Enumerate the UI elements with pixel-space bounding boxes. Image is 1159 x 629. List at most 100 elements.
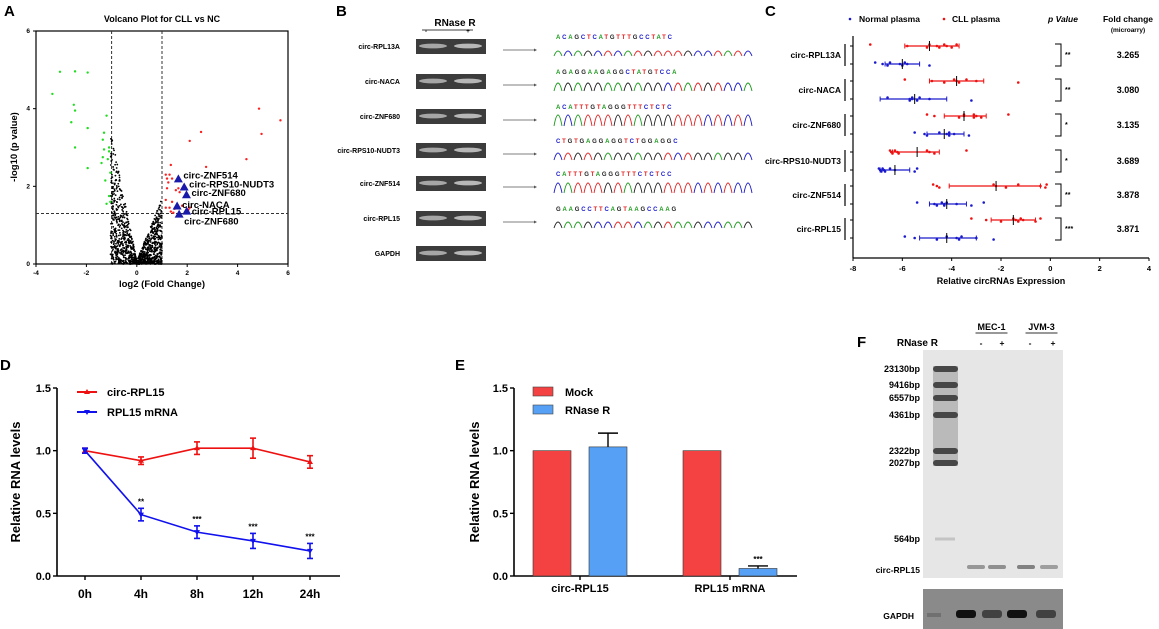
- volcano-point-ns: [126, 217, 128, 220]
- volcano-point-ns: [133, 253, 136, 256]
- volcano-point-ns: [148, 261, 151, 264]
- gel-lane-strip: [416, 176, 486, 191]
- gel-f-marker-label: 9416bp: [889, 380, 921, 390]
- volcano-point-ns: [113, 188, 116, 191]
- volcano-point-ns: [157, 208, 160, 210]
- dotplot-cll-point: [868, 43, 872, 46]
- volcano-point-ns: [130, 238, 133, 241]
- chromatogram-peak: [723, 221, 733, 229]
- volcano-point-ns: [122, 212, 125, 215]
- volcano-point-ns: [142, 250, 144, 253]
- volcano-point-ns: [150, 254, 152, 257]
- volcano-point-ns: [131, 256, 134, 259]
- volcano-point-ns: [120, 189, 122, 192]
- volcano-point-ns: [150, 225, 153, 228]
- volcano-point-ns: [155, 216, 158, 219]
- volcano-point-up: [188, 206, 191, 209]
- volcano-point-ns: [147, 234, 149, 236]
- volcano-point-ns: [150, 238, 152, 241]
- volcano-ytick-label: 2: [26, 183, 30, 190]
- volcano-point-ns: [158, 252, 160, 255]
- volcano-point-ns: [159, 225, 162, 228]
- gel-f-lane-mark: -: [980, 338, 983, 348]
- gel-band-plus: [454, 215, 482, 221]
- volcano-point-ns: [112, 225, 115, 228]
- chromatogram-peak: [583, 50, 593, 57]
- volcano-point-up: [178, 190, 181, 194]
- volcano-ytick-label: 0: [26, 261, 30, 268]
- chromatogram-peak: [743, 221, 753, 229]
- volcano-point-ns: [124, 225, 127, 228]
- volcano-point-ns: [110, 160, 113, 162]
- volcano-point-ns: [156, 262, 158, 265]
- volcano-point-down: [101, 156, 104, 159]
- sequence-arrowhead: [534, 185, 537, 189]
- series-marker: [138, 512, 144, 518]
- volcano-point-ns: [157, 238, 160, 241]
- volcano-point-ns: [153, 230, 156, 233]
- volcano-point-ns: [156, 253, 159, 256]
- bar-ytick-label: 0.0: [493, 571, 508, 583]
- volcano-point-ns: [109, 253, 112, 256]
- volcano-xtick-label: -4: [33, 270, 39, 277]
- rnase-gel-panel: RNase R - + circ-RPL13A ACAGCTCATGTTTGCCT…: [337, 18, 753, 261]
- volcano-point-ns: [120, 222, 123, 225]
- panel-letter-a: A: [4, 3, 15, 20]
- significance-stars: ***: [1065, 226, 1073, 233]
- chromatogram-peak: [743, 182, 753, 194]
- dotplot-cll-point: [970, 217, 973, 220]
- chromatogram-peak: [583, 152, 593, 161]
- chromatogram-peak: [563, 50, 573, 57]
- significance-bracket: [1055, 78, 1062, 102]
- chromatogram-peak: [613, 152, 623, 161]
- gel-f-ladder-band: [935, 537, 955, 541]
- volcano-point-ns: [112, 256, 115, 259]
- volcano-point-down: [72, 103, 76, 106]
- volcano-point-up: [174, 189, 178, 192]
- fold-change-value: 3.135: [1117, 120, 1140, 130]
- volcano-point-ns: [125, 228, 128, 231]
- volcano-point-ns: [115, 161, 118, 164]
- chromatogram-peak: [643, 50, 653, 57]
- volcano-highlight-marker: [179, 182, 189, 191]
- dotplot-cll-point: [992, 183, 995, 186]
- volcano-highlight-marker: [182, 206, 192, 215]
- volcano-point-ns: [110, 245, 112, 248]
- volcano-point-up: [164, 173, 167, 176]
- dotplot-normal-point: [940, 201, 944, 204]
- volcano-point-ns: [117, 182, 120, 185]
- chromatogram-peak: [703, 82, 713, 92]
- volcano-point-ns: [112, 147, 115, 150]
- volcano-point-ns: [110, 237, 112, 240]
- volcano-point-ns: [125, 210, 128, 213]
- gel-f-lane-mark: -: [1029, 338, 1032, 348]
- volcano-point-ns: [112, 258, 115, 261]
- volcano-point-ns: [126, 245, 128, 247]
- volcano-point-up: [260, 132, 263, 136]
- volcano-point-down: [58, 70, 62, 73]
- volcano-point-ns: [156, 247, 159, 250]
- volcano-point-ns: [156, 220, 159, 222]
- volcano-point-ns: [147, 240, 150, 243]
- volcano-point-ns: [110, 181, 113, 184]
- volcano-point-ns: [115, 235, 118, 238]
- gel-f-ladder-band: [933, 448, 958, 454]
- gel-f-lane-mark: +: [1051, 338, 1056, 348]
- volcano-point-ns: [159, 224, 162, 227]
- chromatogram-sequence: GAAGCCTTCAGTAAGCCAAG: [556, 207, 678, 213]
- volcano-point-ns: [157, 221, 159, 224]
- volcano-point-ns: [156, 210, 158, 212]
- volcano-point-ns: [124, 241, 127, 244]
- chromatogram-peak: [733, 152, 743, 161]
- volcano-point-up: [177, 187, 180, 190]
- volcano-point-ns: [146, 252, 149, 254]
- volcano-point-up: [172, 211, 175, 214]
- volcano-point-ns: [121, 209, 124, 211]
- significance-stars: *: [1065, 122, 1068, 129]
- volcano-point-ns: [118, 251, 121, 254]
- volcano-point-ns: [111, 198, 113, 201]
- volcano-point-up: [168, 206, 171, 209]
- line-xtick-label: 12h: [243, 587, 264, 601]
- volcano-point-ns: [143, 253, 146, 256]
- chromatogram-peak: [683, 114, 693, 127]
